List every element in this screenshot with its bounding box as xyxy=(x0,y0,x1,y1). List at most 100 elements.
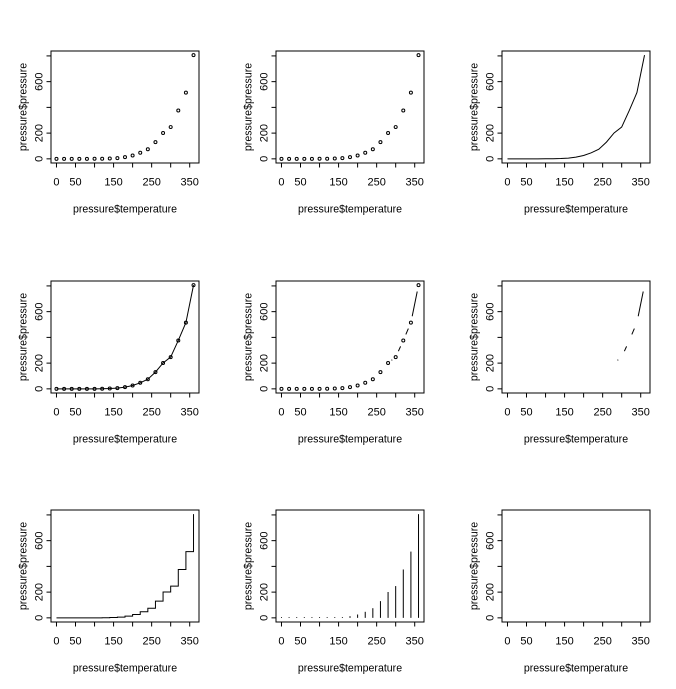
data-point xyxy=(69,156,74,161)
y-tick-label: 0 xyxy=(259,156,271,162)
x-tick-label: 150 xyxy=(555,636,573,648)
data-point xyxy=(92,386,97,391)
data-point xyxy=(401,338,406,343)
x-axis-title: pressure$temperature xyxy=(524,203,628,215)
data-point xyxy=(153,369,158,374)
y-tick-label: 0 xyxy=(33,385,45,391)
data-point xyxy=(310,386,315,391)
x-tick-label: 350 xyxy=(406,406,424,418)
x-tick-label: 150 xyxy=(104,636,122,648)
data-point xyxy=(107,156,112,161)
x-tick-label: 350 xyxy=(181,636,199,648)
data-point xyxy=(84,386,89,391)
data-point xyxy=(378,369,383,374)
data-point xyxy=(348,384,353,389)
data-segment xyxy=(412,291,419,316)
y-tick-label: 600 xyxy=(33,532,45,550)
x-tick-label: 0 xyxy=(279,636,285,648)
x-tick-label: 250 xyxy=(142,406,160,418)
y-tick-label: 200 xyxy=(484,583,496,601)
data-point xyxy=(191,282,196,287)
y-tick-label: 0 xyxy=(33,156,45,162)
data-point xyxy=(363,150,368,155)
x-tick-label: 250 xyxy=(368,176,386,188)
data-point xyxy=(355,383,360,388)
data-point xyxy=(62,386,67,391)
x-tick-label: 350 xyxy=(181,176,199,188)
plot-panel-9-type-n: 0 50 150 250 350 0 200 600 pressure$temperature p… xyxy=(468,509,651,675)
x-axis-title: pressure$temperature xyxy=(73,203,177,215)
plot-panel-2-type-p: 0 50 150 250 350 0 200 600 pressure$temperature p… xyxy=(243,50,425,215)
data-point xyxy=(378,140,383,145)
x-tick-label: 350 xyxy=(406,636,424,648)
x-tick-label: 0 xyxy=(279,406,285,418)
y-axis-title: pressure$pressure xyxy=(468,522,480,610)
data-point xyxy=(363,380,368,385)
x-tick-label: 350 xyxy=(631,406,649,418)
data-point xyxy=(295,156,300,161)
data-point xyxy=(340,156,345,161)
x-tick-label: 50 xyxy=(295,636,307,648)
data-point xyxy=(176,338,181,343)
data-point xyxy=(54,156,59,161)
x-tick-label: 150 xyxy=(330,636,348,648)
plot-box xyxy=(50,509,200,623)
data-point xyxy=(371,147,376,152)
plot-panel-7-type-s: 0 50 150 250 350 0 200 600 pressure$temperature p… xyxy=(17,509,200,675)
plot-box xyxy=(50,50,200,164)
data-point xyxy=(325,386,330,391)
plot-box xyxy=(275,50,425,164)
data-point xyxy=(317,386,322,391)
data-point xyxy=(371,376,376,381)
plot-panel-6-type-c: 0 50 150 250 350 0 200 600 pressure$temperature p… xyxy=(468,280,651,445)
y-tick-label: 600 xyxy=(259,302,271,320)
y-axis-title: pressure$pressure xyxy=(468,292,480,380)
plot-panel-3-type-l: 0 50 150 250 350 0 200 600 pressure$temperature p… xyxy=(468,50,651,215)
data-point xyxy=(130,153,135,158)
data-point xyxy=(348,155,353,160)
plot-box xyxy=(50,280,200,394)
y-tick-label: 200 xyxy=(33,124,45,142)
data-point xyxy=(107,386,112,391)
y-axis-title: pressure$pressure xyxy=(468,63,480,151)
y-tick-label: 600 xyxy=(484,72,496,90)
data-point xyxy=(317,156,322,161)
data-segment xyxy=(631,328,635,335)
data-series-l xyxy=(507,55,645,160)
y-tick-label: 200 xyxy=(259,583,271,601)
plot-box xyxy=(501,280,651,394)
data-point xyxy=(302,386,307,391)
x-tick-label: 250 xyxy=(593,406,611,418)
x-tick-label: 0 xyxy=(504,406,510,418)
data-point xyxy=(92,156,97,161)
data-point xyxy=(100,386,105,391)
plot-box xyxy=(275,509,425,623)
x-tick-label: 0 xyxy=(53,636,59,648)
data-series-c xyxy=(616,291,644,361)
data-point xyxy=(409,320,414,325)
data-point xyxy=(54,386,59,391)
y-tick-label: 600 xyxy=(259,532,271,550)
x-tick-label: 0 xyxy=(504,176,510,188)
data-point xyxy=(145,147,150,152)
x-tick-label: 250 xyxy=(593,636,611,648)
data-segment xyxy=(637,291,644,316)
data-series-s xyxy=(56,514,195,619)
data-series-b xyxy=(279,282,421,391)
plot-panel-1-type-p: 0 50 150 250 350 0 200 600 pressure$temperature p… xyxy=(17,50,200,215)
x-tick-label: 50 xyxy=(69,176,81,188)
data-point xyxy=(416,282,421,287)
x-tick-label: 50 xyxy=(69,406,81,418)
y-tick-label: 0 xyxy=(484,615,496,621)
data-point xyxy=(302,156,307,161)
x-tick-label: 150 xyxy=(330,406,348,418)
x-tick-label: 350 xyxy=(631,176,649,188)
x-tick-label: 50 xyxy=(520,636,532,648)
x-tick-label: 350 xyxy=(181,406,199,418)
x-tick-label: 150 xyxy=(104,406,122,418)
data-series-h xyxy=(281,514,420,619)
plot-panel-5-type-b: 0 50 150 250 350 0 200 600 pressure$temperature p… xyxy=(243,280,425,445)
x-tick-label: 150 xyxy=(104,176,122,188)
x-tick-label: 0 xyxy=(53,176,59,188)
data-point xyxy=(183,320,188,325)
